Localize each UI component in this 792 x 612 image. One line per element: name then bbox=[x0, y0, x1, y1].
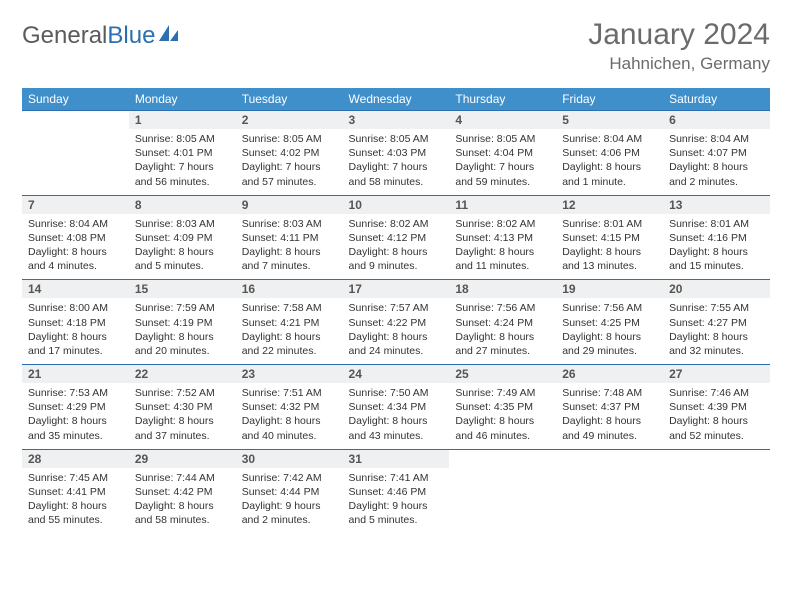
day-number: 22 bbox=[129, 365, 236, 384]
day-cell: Sunrise: 7:53 AMSunset: 4:29 PMDaylight:… bbox=[22, 383, 129, 449]
day-header: Tuesday bbox=[236, 88, 343, 111]
day-header: Sunday bbox=[22, 88, 129, 111]
day-number: 17 bbox=[343, 280, 450, 299]
day-cell: Sunrise: 7:58 AMSunset: 4:21 PMDaylight:… bbox=[236, 298, 343, 364]
day-cell: Sunrise: 7:52 AMSunset: 4:30 PMDaylight:… bbox=[129, 383, 236, 449]
day-cell: Sunrise: 7:59 AMSunset: 4:19 PMDaylight:… bbox=[129, 298, 236, 364]
day-cell: Sunrise: 7:51 AMSunset: 4:32 PMDaylight:… bbox=[236, 383, 343, 449]
day-number: 12 bbox=[556, 195, 663, 214]
daynum-row: 14151617181920 bbox=[22, 280, 770, 299]
calendar-body: 123456Sunrise: 8:05 AMSunset: 4:01 PMDay… bbox=[22, 111, 770, 534]
day-number: 18 bbox=[449, 280, 556, 299]
day-number: 31 bbox=[343, 449, 450, 468]
day-number bbox=[556, 449, 663, 468]
day-cell: Sunrise: 7:48 AMSunset: 4:37 PMDaylight:… bbox=[556, 383, 663, 449]
day-number: 8 bbox=[129, 195, 236, 214]
day-number: 11 bbox=[449, 195, 556, 214]
location: Hahnichen, Germany bbox=[588, 54, 770, 74]
day-cell: Sunrise: 8:02 AMSunset: 4:12 PMDaylight:… bbox=[343, 214, 450, 280]
day-number bbox=[663, 449, 770, 468]
day-header: Thursday bbox=[449, 88, 556, 111]
daynum-row: 123456 bbox=[22, 111, 770, 130]
day-cell: Sunrise: 7:55 AMSunset: 4:27 PMDaylight:… bbox=[663, 298, 770, 364]
day-content-row: Sunrise: 8:00 AMSunset: 4:18 PMDaylight:… bbox=[22, 298, 770, 364]
title-block: January 2024 Hahnichen, Germany bbox=[588, 18, 770, 74]
day-header: Friday bbox=[556, 88, 663, 111]
day-header: Saturday bbox=[663, 88, 770, 111]
day-cell: Sunrise: 8:03 AMSunset: 4:11 PMDaylight:… bbox=[236, 214, 343, 280]
day-number: 21 bbox=[22, 365, 129, 384]
day-number: 7 bbox=[22, 195, 129, 214]
day-number: 16 bbox=[236, 280, 343, 299]
day-number: 30 bbox=[236, 449, 343, 468]
day-cell: Sunrise: 7:56 AMSunset: 4:25 PMDaylight:… bbox=[556, 298, 663, 364]
day-header: Wednesday bbox=[343, 88, 450, 111]
day-number: 25 bbox=[449, 365, 556, 384]
logo-text-blue: Blue bbox=[107, 22, 155, 50]
day-number: 28 bbox=[22, 449, 129, 468]
daynum-row: 28293031 bbox=[22, 449, 770, 468]
day-cell: Sunrise: 7:50 AMSunset: 4:34 PMDaylight:… bbox=[343, 383, 450, 449]
day-cell: Sunrise: 7:56 AMSunset: 4:24 PMDaylight:… bbox=[449, 298, 556, 364]
day-header-row: Sunday Monday Tuesday Wednesday Thursday… bbox=[22, 88, 770, 111]
day-number: 27 bbox=[663, 365, 770, 384]
day-number: 3 bbox=[343, 111, 450, 130]
day-cell: Sunrise: 7:45 AMSunset: 4:41 PMDaylight:… bbox=[22, 468, 129, 534]
day-cell: Sunrise: 7:49 AMSunset: 4:35 PMDaylight:… bbox=[449, 383, 556, 449]
day-number: 14 bbox=[22, 280, 129, 299]
daynum-row: 78910111213 bbox=[22, 195, 770, 214]
day-number: 26 bbox=[556, 365, 663, 384]
day-number bbox=[22, 111, 129, 130]
day-content-row: Sunrise: 7:45 AMSunset: 4:41 PMDaylight:… bbox=[22, 468, 770, 534]
header: GeneralBlue January 2024 Hahnichen, Germ… bbox=[22, 18, 770, 74]
day-number: 1 bbox=[129, 111, 236, 130]
calendar-table: Sunday Monday Tuesday Wednesday Thursday… bbox=[22, 88, 770, 534]
day-cell: Sunrise: 8:03 AMSunset: 4:09 PMDaylight:… bbox=[129, 214, 236, 280]
day-number: 5 bbox=[556, 111, 663, 130]
day-number: 6 bbox=[663, 111, 770, 130]
day-cell: Sunrise: 8:01 AMSunset: 4:15 PMDaylight:… bbox=[556, 214, 663, 280]
month-title: January 2024 bbox=[588, 18, 770, 52]
day-number: 23 bbox=[236, 365, 343, 384]
day-cell bbox=[22, 129, 129, 195]
day-content-row: Sunrise: 8:04 AMSunset: 4:08 PMDaylight:… bbox=[22, 214, 770, 280]
day-cell: Sunrise: 8:04 AMSunset: 4:06 PMDaylight:… bbox=[556, 129, 663, 195]
day-cell: Sunrise: 8:04 AMSunset: 4:08 PMDaylight:… bbox=[22, 214, 129, 280]
day-cell: Sunrise: 7:42 AMSunset: 4:44 PMDaylight:… bbox=[236, 468, 343, 534]
day-number bbox=[449, 449, 556, 468]
day-number: 2 bbox=[236, 111, 343, 130]
day-header: Monday bbox=[129, 88, 236, 111]
day-cell: Sunrise: 8:05 AMSunset: 4:04 PMDaylight:… bbox=[449, 129, 556, 195]
day-cell: Sunrise: 7:57 AMSunset: 4:22 PMDaylight:… bbox=[343, 298, 450, 364]
day-cell: Sunrise: 8:05 AMSunset: 4:01 PMDaylight:… bbox=[129, 129, 236, 195]
day-cell: Sunrise: 7:41 AMSunset: 4:46 PMDaylight:… bbox=[343, 468, 450, 534]
day-number: 10 bbox=[343, 195, 450, 214]
day-number: 15 bbox=[129, 280, 236, 299]
day-number: 4 bbox=[449, 111, 556, 130]
day-number: 20 bbox=[663, 280, 770, 299]
day-cell: Sunrise: 8:05 AMSunset: 4:02 PMDaylight:… bbox=[236, 129, 343, 195]
logo-sail-icon bbox=[157, 22, 179, 50]
day-content-row: Sunrise: 7:53 AMSunset: 4:29 PMDaylight:… bbox=[22, 383, 770, 449]
logo-text-general: General bbox=[22, 22, 107, 50]
day-cell bbox=[556, 468, 663, 534]
logo: GeneralBlue bbox=[22, 22, 179, 50]
day-number: 24 bbox=[343, 365, 450, 384]
day-number: 19 bbox=[556, 280, 663, 299]
day-content-row: Sunrise: 8:05 AMSunset: 4:01 PMDaylight:… bbox=[22, 129, 770, 195]
day-cell bbox=[449, 468, 556, 534]
day-cell: Sunrise: 7:46 AMSunset: 4:39 PMDaylight:… bbox=[663, 383, 770, 449]
day-cell: Sunrise: 7:44 AMSunset: 4:42 PMDaylight:… bbox=[129, 468, 236, 534]
day-number: 9 bbox=[236, 195, 343, 214]
day-cell: Sunrise: 8:01 AMSunset: 4:16 PMDaylight:… bbox=[663, 214, 770, 280]
day-cell: Sunrise: 8:02 AMSunset: 4:13 PMDaylight:… bbox=[449, 214, 556, 280]
daynum-row: 21222324252627 bbox=[22, 365, 770, 384]
day-number: 13 bbox=[663, 195, 770, 214]
day-cell: Sunrise: 8:00 AMSunset: 4:18 PMDaylight:… bbox=[22, 298, 129, 364]
day-cell bbox=[663, 468, 770, 534]
day-cell: Sunrise: 8:04 AMSunset: 4:07 PMDaylight:… bbox=[663, 129, 770, 195]
day-cell: Sunrise: 8:05 AMSunset: 4:03 PMDaylight:… bbox=[343, 129, 450, 195]
day-number: 29 bbox=[129, 449, 236, 468]
